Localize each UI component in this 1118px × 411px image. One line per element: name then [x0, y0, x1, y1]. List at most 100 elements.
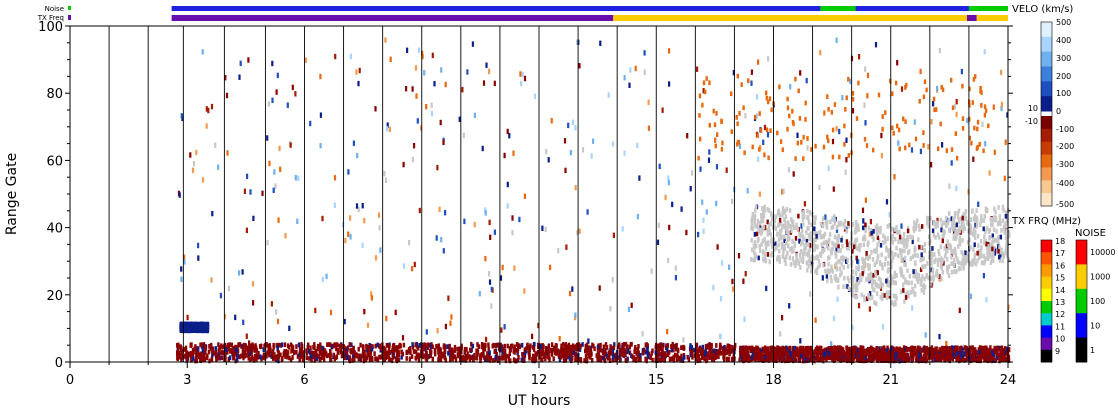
scatter-point	[864, 120, 867, 126]
scatter-point	[321, 345, 324, 351]
scatter-point	[827, 165, 830, 171]
scatter-point	[866, 349, 869, 355]
scatter-point	[356, 152, 359, 159]
scatter-point	[426, 354, 430, 360]
scatter-point	[674, 352, 677, 358]
scatter-point	[485, 62, 488, 68]
scatter-point	[307, 349, 311, 354]
scatter-point	[970, 217, 973, 222]
scatter-point	[319, 73, 322, 80]
scatter-point	[255, 348, 259, 353]
scatter-point	[527, 350, 530, 356]
scatter-point	[728, 344, 732, 350]
scatter-point	[439, 349, 442, 354]
scatter-point	[511, 229, 514, 236]
scatter-point	[531, 356, 534, 362]
scatter-point	[689, 186, 692, 192]
scatter-point	[363, 353, 366, 359]
scatter-point	[623, 75, 626, 81]
scatter-point	[266, 135, 269, 141]
scatter-point	[236, 357, 239, 363]
scatter-point	[283, 342, 287, 348]
scatter-point	[934, 235, 937, 240]
scatter-point	[852, 275, 855, 280]
scatter-point	[385, 315, 388, 322]
scatter-point	[969, 345, 972, 351]
scatter-point	[449, 351, 453, 357]
scatter-point	[659, 352, 663, 357]
scatter-point	[197, 328, 201, 333]
scatter-point	[238, 270, 241, 276]
scatter-point	[202, 323, 205, 329]
scatter-point	[880, 346, 884, 351]
scatter-point	[643, 347, 646, 353]
scatter-point	[272, 344, 275, 350]
scatter-point	[487, 346, 490, 352]
scatter-point	[695, 350, 699, 356]
scatter-point	[769, 348, 773, 354]
scatter-point	[855, 255, 858, 261]
scatter-point	[368, 357, 372, 362]
scatter-point	[467, 354, 471, 359]
scatter-point	[183, 347, 186, 352]
scatter-point	[589, 355, 592, 360]
scatter-point	[936, 350, 939, 356]
scatter-point	[981, 354, 985, 360]
scatter-point	[618, 344, 621, 350]
scatter-point	[892, 352, 895, 357]
scatter-point	[953, 103, 957, 110]
scatter-point	[845, 157, 848, 163]
scatter-point	[278, 145, 281, 152]
scatter-point	[512, 150, 515, 156]
scatter-point	[523, 358, 526, 363]
scatter-point	[836, 296, 839, 302]
scatter-point	[646, 354, 650, 359]
scatter-point	[570, 344, 573, 350]
scatter-point	[497, 355, 500, 361]
scatter-point	[615, 357, 618, 363]
scatter-point	[508, 351, 511, 356]
scatter-point	[630, 302, 633, 308]
scatter-point	[985, 358, 988, 363]
scatter-point	[710, 342, 713, 348]
scatter-point	[253, 356, 256, 362]
scatter-point	[658, 163, 661, 170]
scatter-point	[523, 75, 527, 82]
scatter-point	[873, 347, 876, 353]
scatter-point	[816, 356, 819, 362]
scatter-point	[234, 344, 237, 350]
scatter-point	[919, 358, 922, 363]
scatter-point	[186, 314, 189, 321]
scatter-point	[958, 307, 961, 314]
scatter-point	[731, 348, 735, 353]
scatter-point	[503, 350, 506, 355]
scatter-point	[231, 346, 234, 351]
scatter-point	[592, 138, 595, 144]
scatter-point	[495, 352, 498, 357]
scatter-point	[960, 357, 963, 363]
scatter-point	[365, 355, 369, 361]
scatter-point	[979, 356, 983, 362]
scatter-point	[181, 355, 184, 360]
scatter-point	[661, 343, 664, 348]
scatter-point	[245, 333, 248, 339]
scatter-point	[487, 356, 490, 362]
scatter-point	[946, 356, 949, 361]
scatter-point	[397, 352, 400, 357]
scatter-point	[847, 223, 850, 229]
scatter-point	[202, 351, 205, 356]
scatter-point	[602, 355, 605, 361]
scatter-point	[862, 352, 865, 357]
scatter-point	[672, 358, 675, 363]
scatter-point	[341, 222, 345, 228]
scatter-point	[679, 358, 682, 363]
scatter-point	[903, 345, 906, 350]
scatter-point	[875, 259, 878, 265]
scatter-point	[335, 354, 339, 360]
scatter-point	[391, 348, 394, 354]
scatter-point	[191, 349, 195, 355]
scatter-point	[925, 350, 929, 356]
scatter-point	[329, 352, 332, 358]
scatter-point	[831, 138, 835, 145]
scatter-point	[217, 342, 220, 347]
